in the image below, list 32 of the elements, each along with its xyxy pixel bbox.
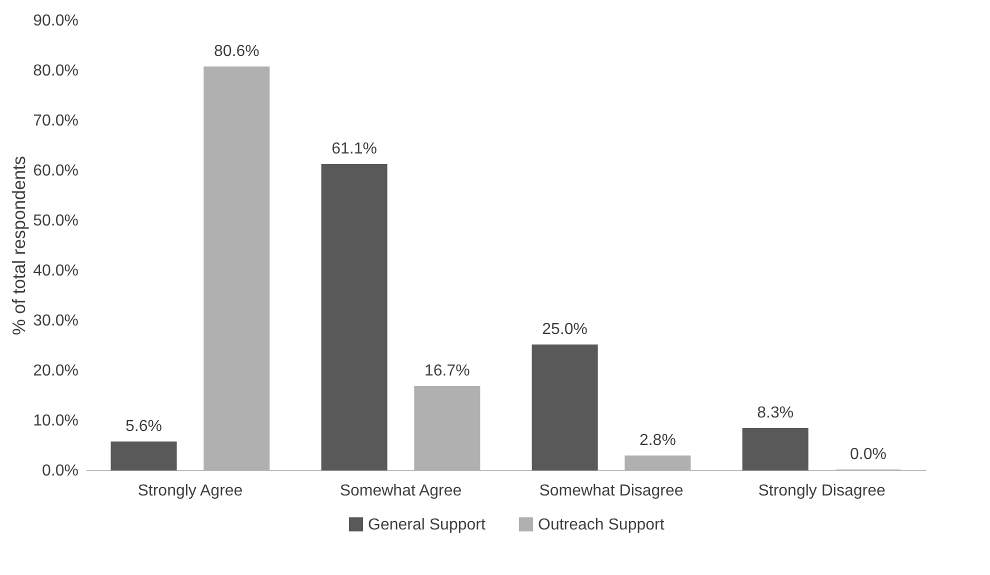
bar: [204, 66, 270, 470]
y-tick-label: 80.0%: [33, 62, 78, 80]
y-tick-label: 10.0%: [33, 412, 78, 430]
y-tick-label: 50.0%: [33, 212, 78, 230]
data-label: 5.6%: [126, 418, 162, 435]
y-tick-label: 60.0%: [33, 162, 78, 180]
y-tick-label: 70.0%: [33, 112, 78, 130]
data-label: 80.6%: [214, 43, 260, 60]
data-label: 25.0%: [542, 321, 588, 338]
bar: [624, 456, 691, 470]
x-tick-label: Strongly Agree: [138, 482, 243, 500]
bar: [321, 164, 388, 470]
x-tick-label: Somewhat Disagree: [539, 482, 684, 500]
data-label: 8.3%: [757, 404, 794, 422]
legend-label: Outreach Support: [538, 516, 665, 534]
data-label: 0.0%: [850, 446, 886, 463]
bar: [742, 428, 808, 470]
x-tick-label: Somewhat Agree: [340, 482, 462, 500]
bar: [414, 386, 480, 470]
x-tick-label: Strongly Disagree: [758, 482, 886, 500]
data-label: 2.8%: [639, 432, 676, 449]
bar: [532, 344, 598, 470]
y-tick-label: 30.0%: [33, 312, 78, 330]
legend-label: General Support: [368, 516, 486, 534]
y-axis-title: % of total respondents: [9, 156, 30, 336]
data-label: 16.7%: [424, 362, 470, 380]
y-tick-label: 0.0%: [42, 462, 78, 480]
y-tick-label: 90.0%: [33, 12, 78, 30]
data-label: 61.1%: [332, 140, 377, 158]
y-tick-label: 20.0%: [33, 362, 78, 380]
bar: [110, 442, 177, 470]
y-tick-label: 40.0%: [33, 262, 78, 280]
